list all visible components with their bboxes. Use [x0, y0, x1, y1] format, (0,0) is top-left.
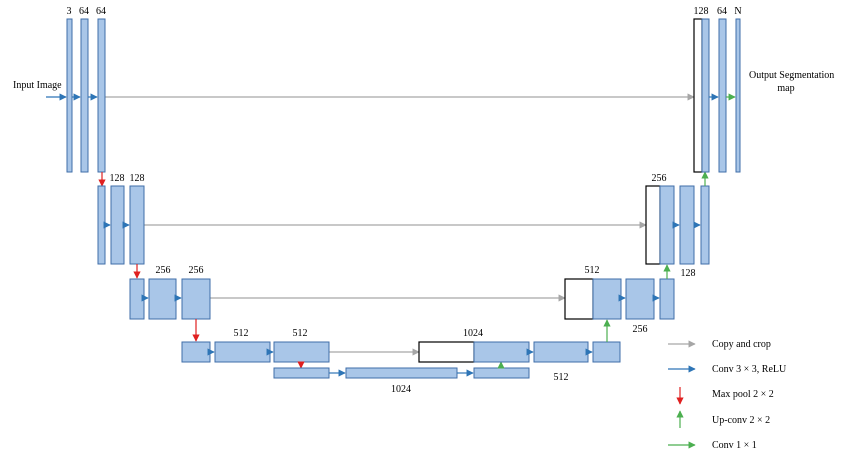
feature-map-block: [80, 18, 89, 173]
feature-map-block: [181, 341, 211, 363]
legend-label: Copy and crop: [712, 339, 771, 350]
cropped-copy-block: [693, 18, 703, 173]
encoder-level-3: 256 256: [129, 265, 211, 342]
feature-map-block: [700, 185, 710, 265]
cropped-copy-block: [564, 278, 594, 320]
feature-map-block: [273, 367, 330, 379]
feature-map-block: [533, 341, 589, 363]
channel-label: 512: [554, 372, 569, 383]
channel-label: 256: [633, 324, 648, 335]
feature-map-block: [473, 367, 530, 379]
decoder-level-2: 256 128: [645, 171, 710, 279]
feature-map-block: [181, 278, 211, 320]
feature-map-block: [66, 18, 73, 173]
feature-map-block: [129, 185, 145, 265]
bottleneck: 1024: [273, 361, 530, 395]
feature-map-block: [97, 185, 106, 265]
channel-label: 1024: [463, 328, 483, 339]
feature-map-block: [129, 278, 145, 320]
channel-label: 64: [96, 6, 106, 17]
channel-label: 128: [130, 173, 145, 184]
decoder-level-1: 128 64 N Output Segmentation map: [693, 6, 834, 173]
channel-label: 64: [717, 6, 727, 17]
legend-label: Conv 1 × 1: [712, 440, 757, 451]
channel-label: 256: [189, 265, 204, 276]
legend-label: Conv 3 × 3, ReLU: [712, 364, 787, 375]
encoder-level-2: 128 128: [97, 173, 145, 279]
feature-map-block: [345, 367, 458, 379]
feature-map-block: [735, 18, 741, 173]
encoder-level-1: 3 64 64 Input Image: [13, 6, 106, 187]
legend-label: Up-conv 2 × 2: [712, 415, 770, 426]
channel-label: 128: [694, 6, 709, 17]
channel-label: 64: [79, 6, 89, 17]
input-image-label: Input Image: [13, 80, 62, 91]
channel-label: 128: [681, 268, 696, 279]
channel-label: 128: [110, 173, 125, 184]
feature-map-block: [701, 18, 710, 173]
output-label: map: [777, 83, 794, 94]
feature-map-block: [625, 278, 655, 320]
decoder-level-4: 1024 512: [418, 319, 621, 383]
channel-label: 512: [234, 328, 249, 339]
feature-map-block: [273, 341, 330, 363]
cropped-copy-block: [418, 341, 475, 363]
channel-label: 512: [293, 328, 308, 339]
feature-map-block: [679, 185, 695, 265]
channel-label: 1024: [391, 384, 411, 395]
legend: Copy and crop Conv 3 × 3, ReLU Max pool …: [668, 339, 787, 451]
feature-map-block: [592, 341, 621, 363]
cropped-copy-block: [645, 185, 661, 265]
feature-map-block: [659, 278, 675, 320]
encoder-level-4: 512 512: [181, 328, 330, 369]
feature-map-block: [148, 278, 177, 320]
output-label: Output Segmentation: [749, 70, 834, 81]
feature-map-block: [473, 341, 530, 363]
feature-map-block: [110, 185, 125, 265]
legend-label: Max pool 2 × 2: [712, 389, 774, 400]
channel-label: 512: [585, 265, 600, 276]
channel-label: 256: [156, 265, 171, 276]
feature-map-block: [659, 185, 675, 265]
copy-crop-arrows: [105, 93, 695, 356]
channel-label: 256: [652, 173, 667, 184]
feature-map-block: [214, 341, 271, 363]
decoder-level-3: 512 256: [564, 264, 675, 335]
feature-map-block: [592, 278, 622, 320]
channel-label: N: [734, 6, 741, 17]
feature-map-block: [718, 18, 727, 173]
feature-map-block: [97, 18, 106, 173]
channel-label: 3: [67, 6, 72, 17]
